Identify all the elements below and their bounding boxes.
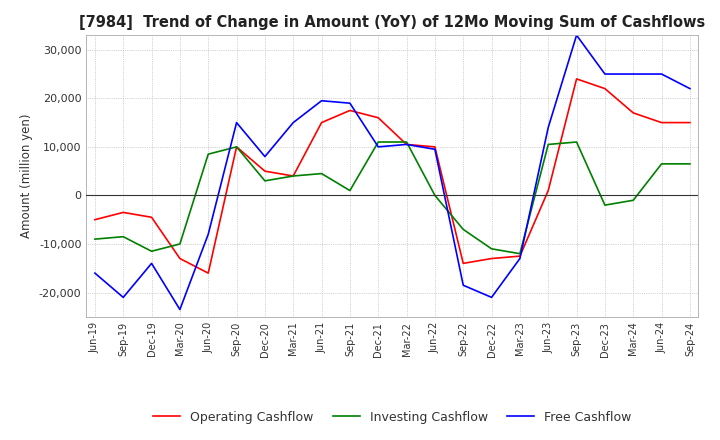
Operating Cashflow (402, 142, 411, 147)
Investing Cashflow (374, 139, 382, 145)
Free Cashflow (629, 71, 637, 77)
Free Cashflow (572, 33, 581, 38)
Free Cashflow (318, 98, 326, 103)
Free Cashflow (600, 71, 609, 77)
Operating Cashflow (91, 217, 99, 222)
Free Cashflow (119, 295, 127, 300)
Free Cashflow (261, 154, 269, 159)
Free Cashflow (402, 142, 411, 147)
Free Cashflow (657, 71, 666, 77)
Title: [7984]  Trend of Change in Amount (YoY) of 12Mo Moving Sum of Cashflows: [7984] Trend of Change in Amount (YoY) o… (79, 15, 706, 30)
Free Cashflow (431, 147, 439, 152)
Investing Cashflow (261, 178, 269, 183)
Investing Cashflow (233, 144, 241, 150)
Free Cashflow (374, 144, 382, 150)
Investing Cashflow (289, 173, 297, 179)
Operating Cashflow (374, 115, 382, 121)
Investing Cashflow (176, 241, 184, 246)
Operating Cashflow (629, 110, 637, 116)
Investing Cashflow (318, 171, 326, 176)
Free Cashflow (233, 120, 241, 125)
Investing Cashflow (119, 234, 127, 239)
Operating Cashflow (544, 188, 552, 193)
Investing Cashflow (629, 198, 637, 203)
Investing Cashflow (431, 193, 439, 198)
Operating Cashflow (487, 256, 496, 261)
Investing Cashflow (516, 251, 524, 257)
Free Cashflow (148, 261, 156, 266)
Y-axis label: Amount (million yen): Amount (million yen) (20, 114, 33, 238)
Investing Cashflow (487, 246, 496, 252)
Free Cashflow (289, 120, 297, 125)
Free Cashflow (91, 271, 99, 276)
Operating Cashflow (600, 86, 609, 91)
Investing Cashflow (657, 161, 666, 166)
Free Cashflow (487, 295, 496, 300)
Free Cashflow (346, 100, 354, 106)
Investing Cashflow (459, 227, 467, 232)
Investing Cashflow (204, 151, 212, 157)
Line: Investing Cashflow: Investing Cashflow (95, 142, 690, 254)
Operating Cashflow (572, 76, 581, 81)
Investing Cashflow (685, 161, 694, 166)
Operating Cashflow (516, 253, 524, 259)
Line: Operating Cashflow: Operating Cashflow (95, 79, 690, 273)
Investing Cashflow (148, 249, 156, 254)
Operating Cashflow (318, 120, 326, 125)
Investing Cashflow (600, 202, 609, 208)
Operating Cashflow (176, 256, 184, 261)
Operating Cashflow (233, 144, 241, 150)
Investing Cashflow (402, 139, 411, 145)
Investing Cashflow (572, 139, 581, 145)
Free Cashflow (176, 307, 184, 312)
Free Cashflow (516, 256, 524, 261)
Free Cashflow (204, 231, 212, 237)
Operating Cashflow (346, 108, 354, 113)
Operating Cashflow (148, 215, 156, 220)
Operating Cashflow (289, 173, 297, 179)
Operating Cashflow (119, 210, 127, 215)
Operating Cashflow (459, 261, 467, 266)
Investing Cashflow (544, 142, 552, 147)
Investing Cashflow (91, 236, 99, 242)
Free Cashflow (685, 86, 694, 91)
Free Cashflow (459, 282, 467, 288)
Legend: Operating Cashflow, Investing Cashflow, Free Cashflow: Operating Cashflow, Investing Cashflow, … (148, 406, 636, 429)
Line: Free Cashflow: Free Cashflow (95, 35, 690, 309)
Investing Cashflow (346, 188, 354, 193)
Operating Cashflow (685, 120, 694, 125)
Free Cashflow (544, 125, 552, 130)
Operating Cashflow (431, 144, 439, 150)
Operating Cashflow (261, 169, 269, 174)
Operating Cashflow (204, 271, 212, 276)
Operating Cashflow (657, 120, 666, 125)
